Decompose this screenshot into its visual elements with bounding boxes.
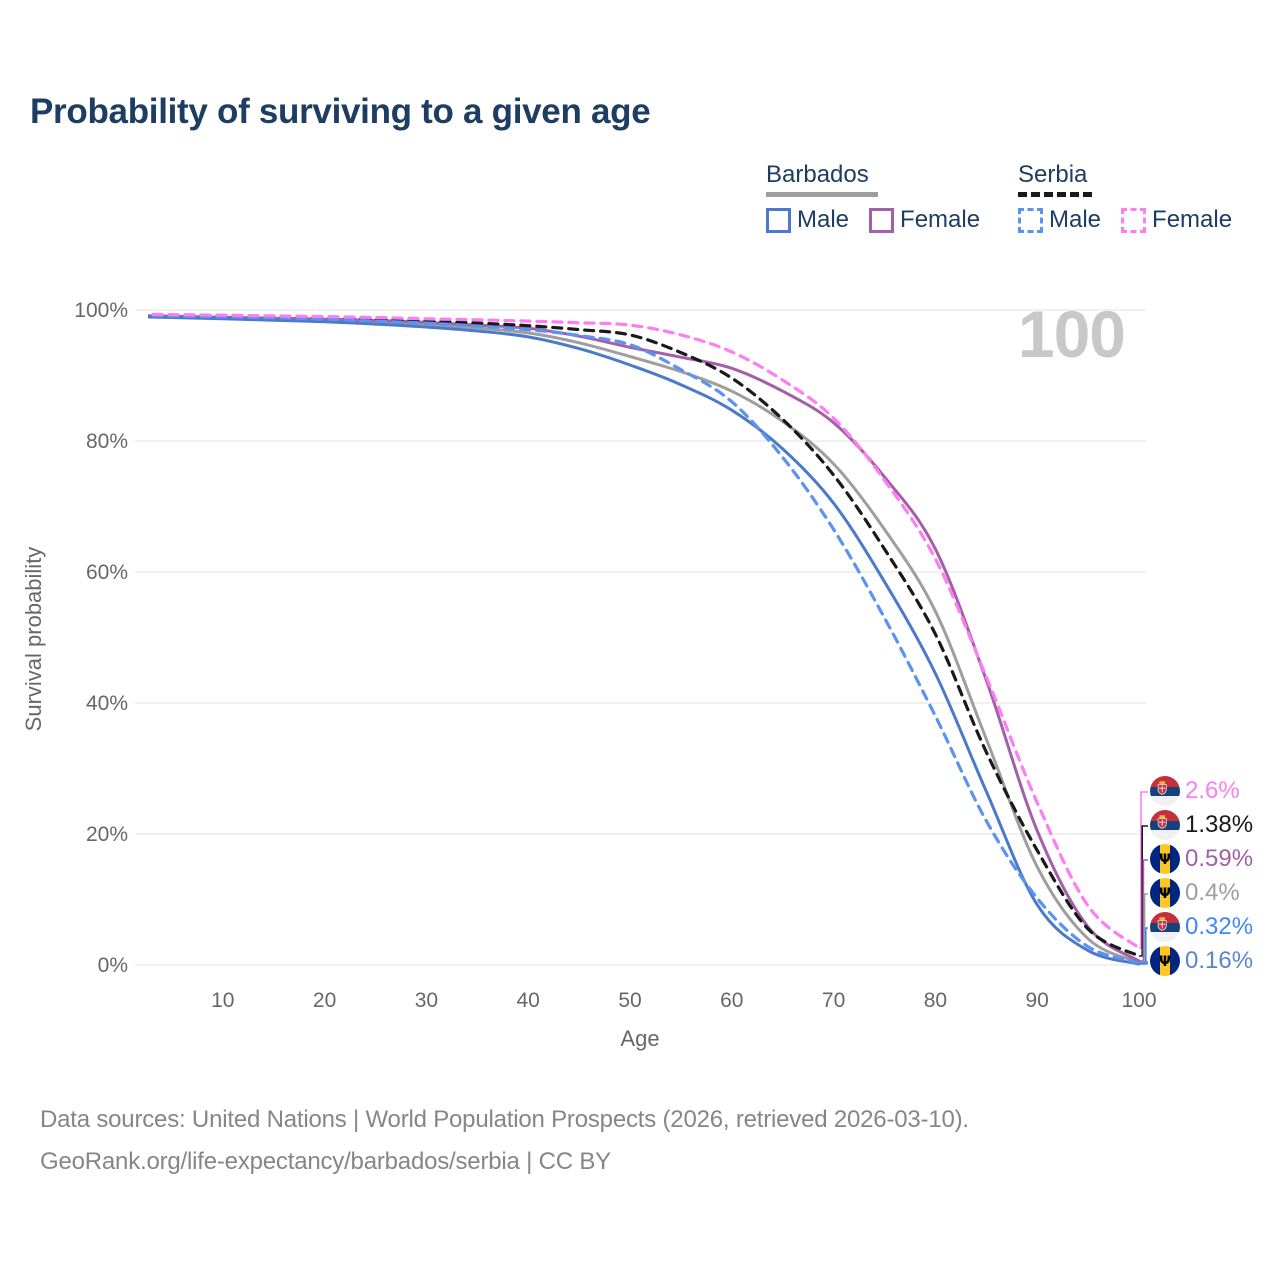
swatch-serbia-male-icon [1018, 207, 1043, 233]
end-label-barbados_male: Ψ 0.16% [1150, 946, 1253, 976]
gridlines [135, 309, 1146, 966]
end-label-value: 0.16% [1185, 947, 1254, 974]
y-tick-label: 40% [85, 692, 128, 715]
y-tick-label: 0% [97, 954, 128, 977]
serbia-flag-icon [1150, 810, 1180, 840]
y-tick-label: 100% [74, 299, 128, 322]
legend-row-barbados: Male Female [766, 206, 1000, 234]
svg-text:Ψ: Ψ [1159, 886, 1171, 902]
end-label-value: 1.38% [1185, 811, 1254, 838]
legend-line-sample-dashed [1018, 192, 1094, 198]
series-line-barbados_all [148, 314, 1141, 964]
legend-line-sample-solid [766, 192, 878, 198]
legend-group-barbados: Barbados Male Female [766, 161, 1000, 234]
end-label-serbia_female: 2.6% [1150, 776, 1240, 806]
end-label-value: 0.4% [1185, 879, 1240, 906]
end-label-serbia_all: 1.38% [1150, 810, 1253, 840]
end-label-connectors [1139, 791, 1148, 965]
svg-text:Ψ: Ψ [1159, 852, 1171, 868]
x-tick-label: 40 [516, 989, 540, 1012]
series-line-serbia_male [148, 314, 1141, 965]
legend-item-barbados-male[interactable]: Male [766, 206, 849, 234]
x-tick-label: 80 [923, 989, 948, 1012]
series-line-serbia_female [148, 312, 1141, 950]
series-line-serbia_all [148, 313, 1141, 958]
x-tick-label: 90 [1025, 989, 1049, 1012]
end-label-value: 0.59% [1185, 845, 1254, 872]
footer-sources: Data sources: United Nations | World Pop… [40, 1106, 969, 1133]
swatch-serbia-female-icon [1121, 207, 1147, 233]
legend-label-barbados[interactable]: Barbados [766, 161, 869, 188]
end-label-value: 0.32% [1185, 913, 1254, 940]
legend-item-label: Female [1152, 206, 1233, 234]
serbia-flag-icon [1150, 912, 1180, 942]
serbia-flag-icon [1150, 776, 1180, 806]
end-label-barbados_all: Ψ 0.4% [1150, 878, 1240, 908]
barbados-flag-icon: Ψ [1150, 878, 1180, 908]
connector-serbia_male [1139, 927, 1148, 964]
connector-serbia_female [1139, 791, 1148, 949]
connector-barbados_female [1139, 859, 1148, 962]
legend-item-serbia-male[interactable]: Male [1018, 206, 1101, 234]
svg-text:Ψ: Ψ [1159, 954, 1171, 970]
y-tick-label: 60% [85, 561, 128, 584]
x-tick-label: 50 [618, 989, 642, 1012]
legend-item-serbia-female[interactable]: Female [1121, 206, 1232, 234]
x-tick-label: 70 [821, 989, 846, 1012]
x-tick-label: 60 [720, 989, 744, 1012]
x-axis-title: Age [620, 1026, 660, 1051]
series-line-barbados_female [148, 314, 1141, 963]
connector-barbados_male [1139, 961, 1148, 965]
legend-item-label: Male [797, 206, 850, 234]
y-tick-label: 20% [85, 823, 128, 846]
legend-item-label: Male [1049, 206, 1102, 234]
legend-item-barbados-female[interactable]: Female [869, 206, 980, 234]
barbados-flag-icon: Ψ [1150, 844, 1180, 874]
y-axis-title: Survival probability [21, 546, 46, 732]
x-tick-label: 100 [1121, 989, 1157, 1012]
swatch-barbados-male-icon [766, 207, 791, 233]
end-label-barbados_female: Ψ 0.59% [1150, 844, 1253, 874]
x-tick-label: 10 [211, 989, 235, 1012]
end-label-value: 2.6% [1185, 777, 1240, 804]
swatch-barbados-female-icon [869, 207, 895, 233]
series-line-barbados_male [148, 315, 1141, 966]
legend-item-label: Female [900, 206, 981, 234]
page-title: Probability of surviving to a given age [30, 92, 651, 131]
x-tick-label: 30 [414, 989, 439, 1012]
x-tick-label: 20 [312, 989, 337, 1012]
connector-serbia_all [1139, 825, 1148, 957]
series-lines [148, 312, 1141, 966]
y-tick-label: 80% [85, 430, 128, 453]
age-indicator: 100 [1017, 297, 1126, 371]
barbados-flag-icon: Ψ [1150, 946, 1180, 976]
legend-label-serbia[interactable]: Serbia [1018, 161, 1088, 188]
footer-link: GeoRank.org/life-expectancy/barbados/ser… [40, 1148, 611, 1175]
legend-group-serbia: Serbia Male Female [1018, 161, 1252, 234]
legend-row-serbia: Male Female [1018, 206, 1252, 234]
end-label-serbia_male: 0.32% [1150, 912, 1253, 942]
